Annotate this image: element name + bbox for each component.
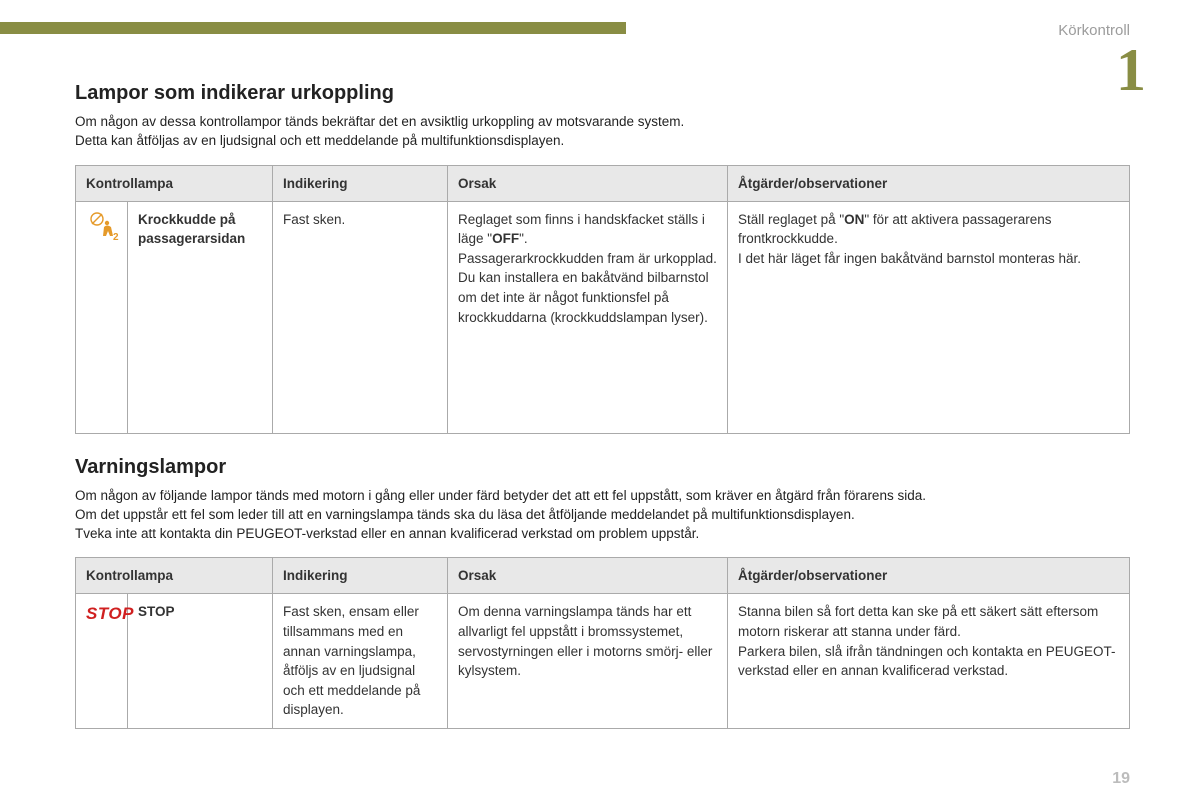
section2-intro: Om någon av följande lampor tänds med mo… [75,487,1130,544]
section1-table: Kontrollampa Indikering Orsak Åtgärder/o… [75,165,1130,434]
cell-indication: Fast sken. [273,201,448,433]
col-orsak: Orsak [448,165,728,201]
lamp-name-text: Krockkudde på passagerarsidan [138,212,245,247]
section2-table: Kontrollampa Indikering Orsak Åtgärder/o… [75,557,1130,728]
cell-icon: STOP [76,594,128,728]
cell-cause: Om denna varningslampa tänds har ett all… [448,594,728,728]
col-kontrollampa: Kontrollampa [76,165,273,201]
section1-intro-line2: Detta kan åtföljas av en ljudsignal och … [75,133,564,148]
action-text-a: Ställ reglaget på " [738,212,844,227]
cause-text-d: Du kan installera en bakåtvänd bilbarnst… [458,270,709,324]
cell-action: Stanna bilen så fort detta kan ske på et… [728,594,1130,728]
cell-cause: Reglaget som finns i handskfacket ställs… [448,201,728,433]
section1-intro: Om någon av dessa kontrollampor tänds be… [75,113,1130,151]
col-indikering: Indikering [273,165,448,201]
section2-intro-line1: Om någon av följande lampor tänds med mo… [75,488,926,503]
airbag-off-icon: 2 [86,210,120,242]
accent-bar [0,22,626,34]
lamp-name-text: STOP [138,604,175,619]
table-row: STOP STOP Fast sken, ensam eller tillsam… [76,594,1130,728]
cell-lamp-name: Krockkudde på passagerarsidan [128,201,273,433]
section1-title: Lampor som indikerar urkoppling [75,82,1130,105]
action-text-b: Parkera bilen, slå ifrån tändningen och … [738,644,1115,679]
table-header-row: Kontrollampa Indikering Orsak Åtgärder/o… [76,165,1130,201]
col-kontrollampa: Kontrollampa [76,558,273,594]
cause-text-b: ". [519,231,528,246]
page-content: Lampor som indikerar urkoppling Om någon… [75,82,1130,751]
page-number: 19 [1112,770,1130,788]
section2-intro-line2: Om det uppstår ett fel som leder till at… [75,507,855,522]
cause-off-bold: OFF [492,231,519,246]
section2-intro-line3: Tveka inte att kontakta din PEUGEOT-verk… [75,526,699,541]
cell-indication: Fast sken, ensam eller tillsammans med e… [273,594,448,728]
action-text-c: I det här läget får ingen bakåtvänd barn… [738,251,1081,266]
table-row: 2 Krockkudde på passagerarsidan Fast ske… [76,201,1130,433]
svg-text:2: 2 [113,232,119,242]
section1-intro-line1: Om någon av dessa kontrollampor tänds be… [75,114,684,129]
section2-title: Varningslampor [75,456,1130,479]
col-atgarder: Åtgärder/observationer [728,165,1130,201]
cell-icon: 2 [76,201,128,433]
action-on-bold: ON [844,212,864,227]
col-orsak: Orsak [448,558,728,594]
stop-icon: STOP [86,604,134,623]
col-atgarder: Åtgärder/observationer [728,558,1130,594]
cell-action: Ställ reglaget på "ON" för att aktivera … [728,201,1130,433]
col-indikering: Indikering [273,558,448,594]
action-text-a: Stanna bilen så fort detta kan ske på et… [738,604,1098,639]
cell-lamp-name: STOP [128,594,273,728]
table-header-row: Kontrollampa Indikering Orsak Åtgärder/o… [76,558,1130,594]
cause-text-c: Passagerarkrockkudden fram är urkopplad. [458,251,717,266]
